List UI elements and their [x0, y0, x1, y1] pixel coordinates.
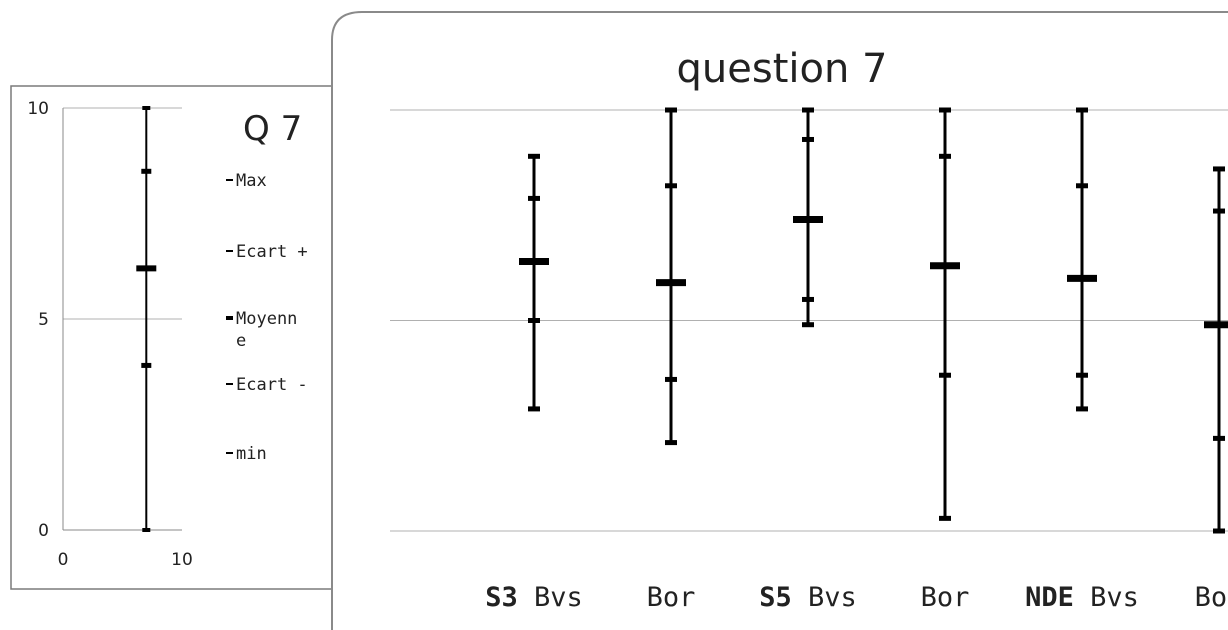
small-x-tick-label: 10 — [171, 550, 193, 570]
small-legend-label: Moyenn e — [236, 309, 297, 351]
big-chart: question 7 S3 Bvs Bor S5 Bvs Bor NDE Bvs Bor — [390, 46, 1228, 613]
small-y-tick-label: 5 — [38, 310, 49, 330]
small-chart: Q 7 0 5 10 0 10 Max Ecart + Moyenn e Ecart - min — [27, 99, 307, 570]
small-legend-label: min — [236, 444, 267, 464]
big-category-label: S3 Bvs — [485, 582, 583, 613]
small-legend-label: Max — [236, 171, 267, 191]
big-chart-title: question 7 — [677, 46, 888, 92]
small-chart-frame — [10, 85, 357, 590]
small-x-tick-label: 0 — [58, 550, 69, 570]
small-y-tick-label: 0 — [38, 521, 49, 541]
big-category-label: Bor — [921, 582, 970, 613]
small-y-tick-label: 10 — [27, 99, 49, 119]
big-category-label: Bor — [647, 582, 696, 613]
small-chart-title: Q 7 — [243, 109, 302, 149]
big-category-label: NDE Bvs — [1025, 582, 1139, 613]
small-legend-label: Ecart + — [236, 242, 308, 262]
big-category-label: Bor — [1195, 582, 1228, 613]
big-category-label: S5 Bvs — [759, 582, 857, 613]
small-legend-label: Ecart - — [236, 375, 308, 395]
